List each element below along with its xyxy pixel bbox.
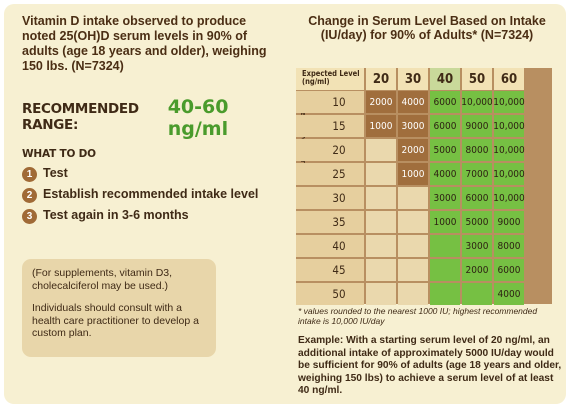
table-cell bbox=[430, 283, 460, 305]
table-cell: 8000 bbox=[462, 139, 492, 161]
table-cell: 8000 bbox=[494, 235, 524, 257]
table-cell bbox=[366, 211, 396, 233]
table-cell bbox=[366, 235, 396, 257]
column-header: 60 bbox=[494, 68, 524, 90]
table-cell bbox=[430, 235, 460, 257]
step-number-icon: 3 bbox=[22, 209, 37, 224]
table-cell: 10,000 bbox=[493, 187, 525, 209]
left-panel: Vitamin D intake observed to produce not… bbox=[22, 14, 267, 229]
column-header: 30 bbox=[398, 68, 428, 90]
table-cell bbox=[366, 187, 396, 209]
example-text: Example: With a starting serum level of … bbox=[298, 335, 562, 396]
table-cell bbox=[398, 211, 428, 233]
table-cell bbox=[366, 139, 396, 161]
table-cell bbox=[398, 187, 428, 209]
step-item: 3 Test again in 3-6 months bbox=[22, 208, 267, 224]
expected-level-label: Expected Level (ng/ml) bbox=[302, 69, 360, 86]
table-cell bbox=[366, 163, 396, 185]
step-item: 2 Establish recommended intake level bbox=[22, 187, 267, 203]
table-cell: 6000 bbox=[494, 259, 524, 281]
table-cell bbox=[430, 259, 460, 281]
table-cell: 4000 bbox=[494, 283, 524, 305]
recommended-range-value: 40-60 ng/ml bbox=[167, 96, 229, 140]
serum-level-table: Expected Level (ng/ml)2030405060Current … bbox=[296, 68, 552, 305]
step-number-icon: 2 bbox=[22, 188, 37, 203]
table-cell: 1000 bbox=[398, 163, 428, 185]
steps-list: 1 Test 2 Establish recommended intake le… bbox=[22, 166, 267, 224]
row-header: 50 bbox=[296, 283, 364, 305]
table-cell: 7000 bbox=[462, 163, 492, 185]
table-cell: 2000 bbox=[398, 139, 428, 161]
table-cell: 6000 bbox=[430, 115, 460, 137]
table-cell: 10,000 bbox=[461, 91, 493, 113]
table-cell: 5000 bbox=[430, 139, 460, 161]
table-cell: 10,000 bbox=[493, 139, 525, 161]
table-cell: 3000 bbox=[398, 115, 428, 137]
table-cell: 10,000 bbox=[493, 163, 525, 185]
table-cell bbox=[366, 283, 396, 305]
consult-note: Individuals should consult with a health… bbox=[32, 302, 199, 339]
row-header: 45 bbox=[296, 259, 364, 281]
table-cell: 1000 bbox=[430, 211, 460, 233]
table-cell bbox=[462, 283, 492, 305]
table-cell: 4000 bbox=[398, 91, 428, 113]
table-cell: 1000 bbox=[366, 115, 396, 137]
table-cell: 10,000 bbox=[493, 91, 525, 113]
table-cell bbox=[366, 259, 396, 281]
table-cell: 9000 bbox=[462, 115, 492, 137]
table-cell bbox=[398, 235, 428, 257]
recommended-range-label: RECOMMENDED RANGE: bbox=[22, 101, 139, 133]
table-cell: 10,000 bbox=[493, 115, 525, 137]
table-cell: 2000 bbox=[366, 91, 396, 113]
step-text: Test again in 3-6 months bbox=[43, 208, 189, 222]
right-panel: Change in Serum Level Based on Intake (I… bbox=[296, 14, 558, 42]
step-text: Establish recommended intake level bbox=[43, 187, 259, 201]
table-corner-header: Expected Level (ng/ml) bbox=[296, 68, 364, 90]
column-header: 50 bbox=[462, 68, 492, 90]
table-cell: 9000 bbox=[494, 211, 524, 233]
table-cell: 6000 bbox=[430, 91, 460, 113]
table-cell: 3000 bbox=[462, 235, 492, 257]
table-cell: 2000 bbox=[462, 259, 492, 281]
step-text: Test bbox=[43, 166, 68, 180]
row-header: 35 bbox=[296, 211, 364, 233]
table-cell bbox=[398, 283, 428, 305]
column-header: 20 bbox=[366, 68, 396, 90]
table-cell bbox=[398, 259, 428, 281]
row-header: 25 bbox=[296, 163, 364, 185]
row-header: 30 bbox=[296, 187, 364, 209]
intro-text: Vitamin D intake observed to produce not… bbox=[22, 14, 267, 73]
step-number-icon: 1 bbox=[22, 167, 37, 182]
supplement-note: (For supplements, vitamin D3, cholecalci… bbox=[32, 267, 173, 292]
step-item: 1 Test bbox=[22, 166, 267, 182]
row-header: 10 bbox=[296, 91, 364, 113]
table-cell: 5000 bbox=[462, 211, 492, 233]
recommended-range: RECOMMENDED RANGE: 40-60 ng/ml bbox=[22, 96, 267, 140]
row-header: 40 bbox=[296, 235, 364, 257]
what-to-do-heading: WHAT TO DO bbox=[22, 148, 96, 160]
table-cell: 3000 bbox=[430, 187, 460, 209]
row-header: 15 bbox=[296, 115, 364, 137]
table-title: Change in Serum Level Based on Intake (I… bbox=[308, 14, 546, 42]
column-header: 40 bbox=[430, 68, 460, 90]
supplement-note-box: (For supplements, vitamin D3, cholecalci… bbox=[22, 259, 216, 357]
table-footnote: * values rounded to the nearest 1000 IU;… bbox=[298, 306, 538, 326]
table-cell: 4000 bbox=[430, 163, 460, 185]
row-header: 20 bbox=[296, 139, 364, 161]
table-cell: 6000 bbox=[462, 187, 492, 209]
